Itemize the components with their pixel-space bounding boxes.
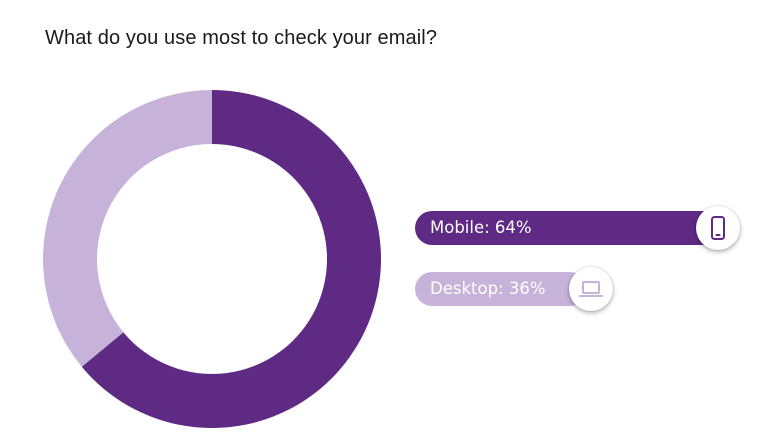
legend-bar-desktop: Desktop: 36%: [415, 272, 587, 306]
laptop-icon: [579, 281, 603, 297]
donut-slice-mobile: [81, 90, 382, 428]
chart-title: What do you use most to check your email…: [45, 27, 438, 49]
legend-bar-mobile: Mobile: 64%: [415, 211, 725, 245]
legend-label-desktop: Desktop: 36%: [430, 279, 546, 298]
mobile-icon-badge: [696, 206, 740, 250]
legend-label-mobile: Mobile: 64%: [430, 218, 532, 237]
smartphone-icon: [711, 216, 725, 240]
donut-slice-desktop: [43, 90, 212, 367]
desktop-icon-badge: [569, 267, 613, 311]
